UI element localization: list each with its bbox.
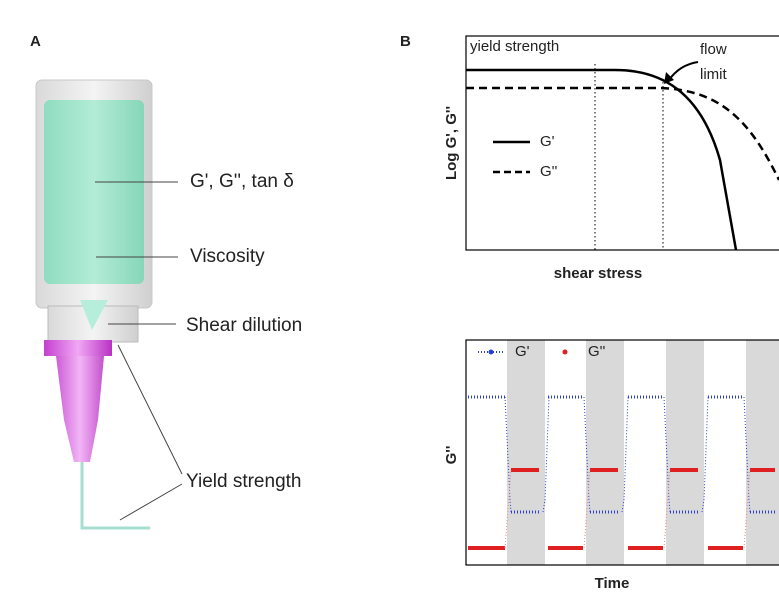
shear-bands (507, 340, 779, 565)
panel-label: A (30, 33, 41, 50)
band (746, 340, 779, 565)
y-axis-label: Log G', G'' (443, 106, 460, 180)
arrow (669, 62, 698, 80)
panel-label: B (400, 33, 411, 50)
band (586, 340, 624, 565)
band (507, 340, 545, 565)
legend-marker (489, 350, 494, 355)
band (666, 340, 704, 565)
legend-label: G'' (588, 343, 606, 360)
syringe (36, 80, 152, 528)
annotation: yield strength (470, 38, 559, 55)
legend-label: G' (540, 133, 555, 150)
annotation: limit (700, 66, 727, 83)
legend-label: G'' (540, 163, 558, 180)
g-prime-curve (466, 70, 736, 250)
x-axis-label: Time (595, 575, 630, 592)
legend-marker (563, 350, 568, 355)
annotation: Shear dilution (186, 315, 302, 336)
annotation: flow (700, 41, 727, 58)
x-axis-label: shear stress (554, 265, 642, 282)
y-axis-label: G'' (443, 446, 460, 465)
legend-label: G' (515, 343, 530, 360)
annotation: G', G'', tan δ (190, 171, 294, 192)
g-double-prime-curve (466, 88, 779, 180)
annotation: Viscosity (190, 246, 265, 267)
annotation: Yield strength (186, 471, 301, 492)
figure: A G', G'', tan δ Viscosity Shear dilutio… (0, 0, 779, 594)
